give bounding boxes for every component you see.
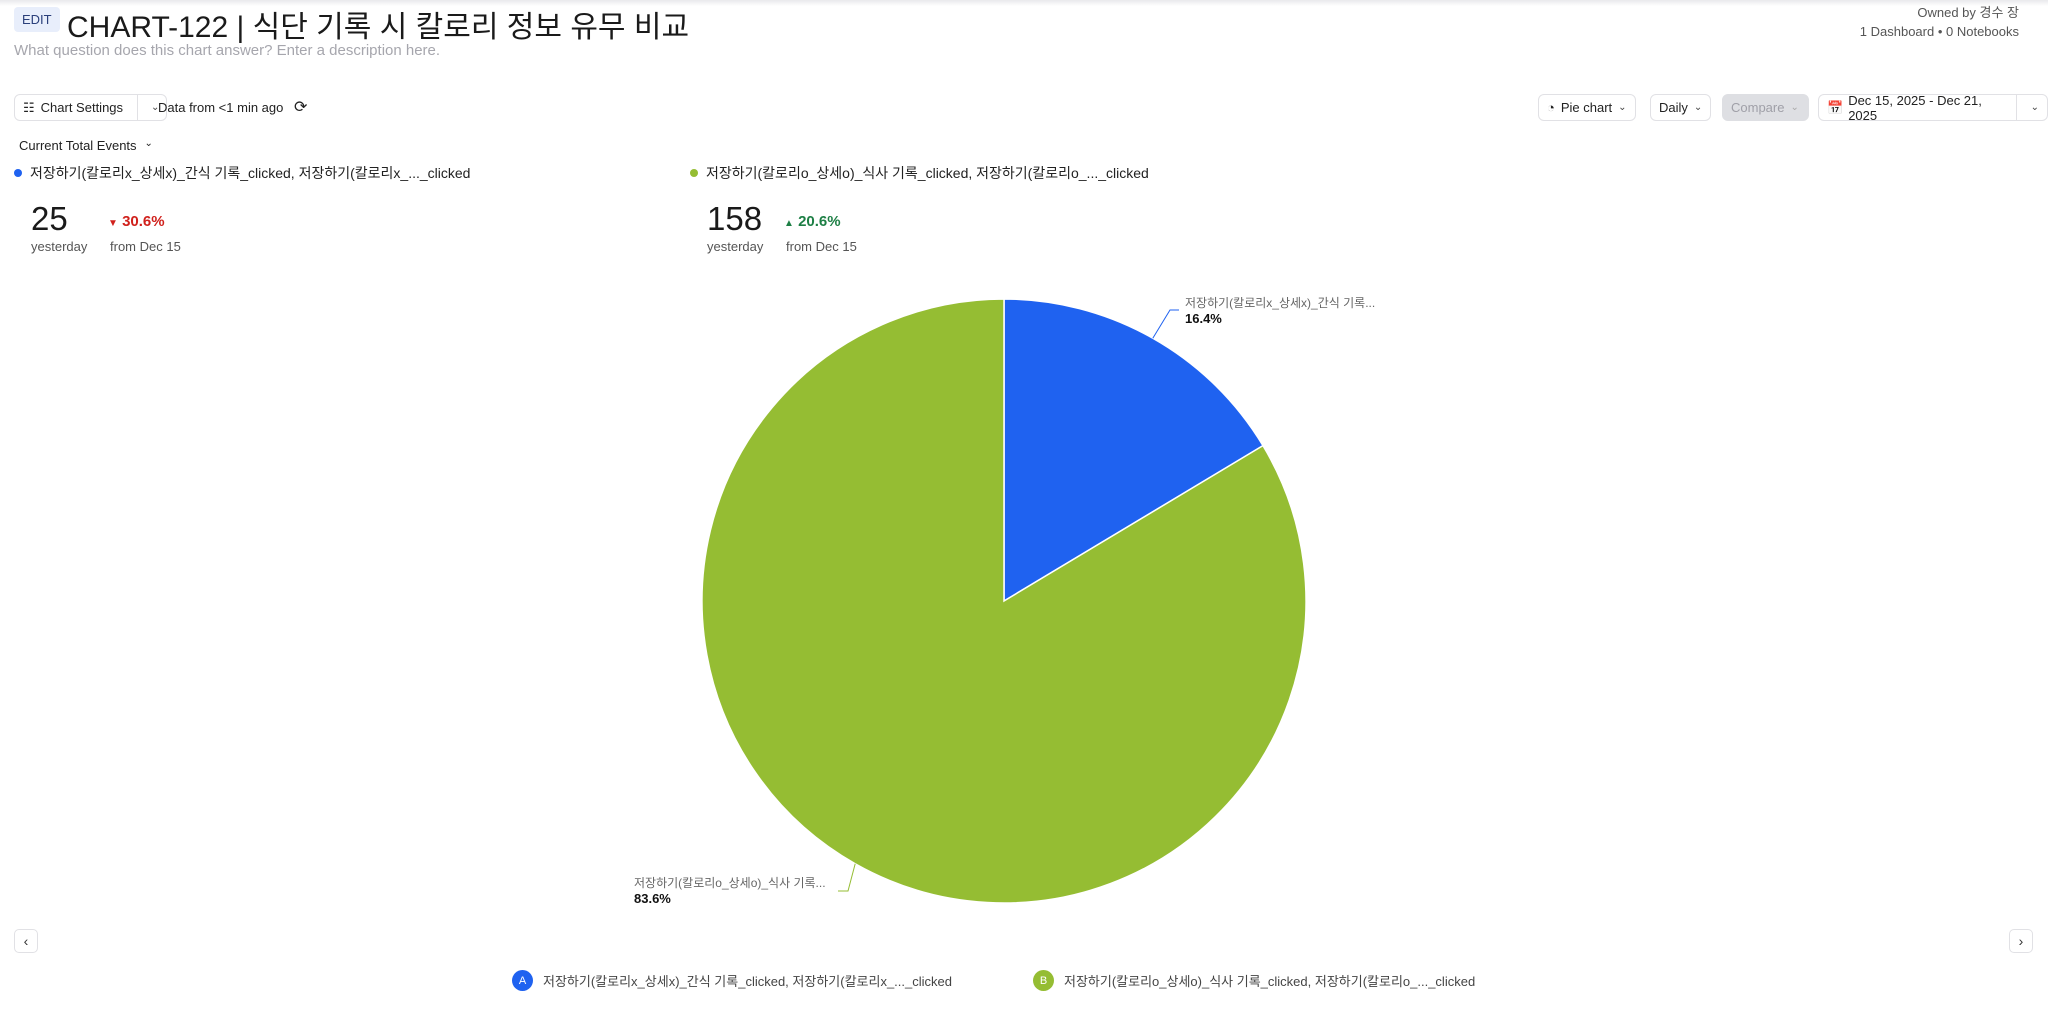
- metric-label: Current Total Events: [19, 138, 137, 153]
- pie-slice-0[interactable]: [1003, 298, 1264, 603]
- sliders-icon: ☷: [23, 99, 35, 115]
- series-a-caption: yesterday: [31, 239, 88, 254]
- caret-down-icon: ▼: [108, 218, 118, 229]
- interval-dropdown[interactable]: Daily ⌄: [1650, 94, 1712, 121]
- slice-b-label: 저장하기(칼로리o_상세o)_식사 기록... 83.6%: [634, 875, 826, 907]
- series-b-delta: ▲ 20.6%: [784, 213, 841, 230]
- legend-badge-b: B: [1033, 970, 1054, 991]
- interval-label: Daily: [1659, 100, 1688, 115]
- next-button[interactable]: ›: [2009, 929, 2033, 953]
- legend-label-b: 저장하기(칼로리o_상세o)_식사 기록_clicked, 저장하기(칼로리o_…: [1064, 974, 1476, 989]
- slice-a-name: 저장하기(칼로리x_상세x)_간식 기록...: [1185, 296, 1376, 310]
- leader-line-1: [838, 863, 856, 892]
- series-a-value: 25: [31, 200, 68, 237]
- date-range-picker[interactable]: 📅 Dec 15, 2025 - Dec 21, 2025 ⌄: [1818, 93, 2048, 123]
- chevron-down-icon: ⌄: [1618, 102, 1627, 113]
- compare-label: Compare: [1731, 100, 1785, 115]
- leader-line-0: [1152, 309, 1179, 339]
- series-b-dot: [690, 169, 698, 177]
- date-range-button[interactable]: 📅 Dec 15, 2025 - Dec 21, 2025: [1819, 93, 2010, 123]
- slice-a-label: 저장하기(칼로리x_상세x)_간식 기록... 16.4%: [1185, 295, 1375, 327]
- series-a-header: 저장하기(칼로리x_상세x)_간식 기록_clicked, 저장하기(칼로리x_…: [14, 163, 470, 183]
- chevron-down-icon: ⌄: [144, 138, 153, 149]
- calendar-icon: 📅: [1827, 99, 1844, 115]
- chart-settings-label: Chart Settings: [40, 100, 124, 115]
- series-b-value: 158: [707, 200, 763, 237]
- pie-chart-icon: ◔: [1547, 100, 1555, 115]
- series-a-delta-value: 30.6%: [122, 213, 165, 230]
- legend-item-b[interactable]: B 저장하기(칼로리o_상세o)_식사 기록_clicked, 저장하기(칼로리…: [1033, 970, 1475, 991]
- series-a-delta: ▼ 30.6%: [108, 213, 165, 230]
- legend-label-a: 저장하기(칼로리x_상세x)_간식 기록_clicked, 저장하기(칼로리x_…: [543, 974, 952, 989]
- chevron-down-icon[interactable]: ⌄: [151, 102, 160, 113]
- slice-b-name: 저장하기(칼로리o_상세o)_식사 기록...: [634, 876, 826, 890]
- slice-a-percent: 16.4%: [1185, 311, 1222, 326]
- series-b-caption: yesterday: [707, 239, 764, 254]
- slice-b-percent: 83.6%: [634, 891, 671, 906]
- date-range-label: Dec 15, 2025 - Dec 21, 2025: [1848, 92, 1982, 123]
- caret-up-icon: ▲: [784, 218, 794, 229]
- page-title[interactable]: CHART-122 | 식단 기록 시 칼로리 정보 유무 비교: [67, 11, 690, 44]
- prev-button[interactable]: ‹: [14, 929, 38, 953]
- usage-label[interactable]: 1 Dashboard • 0 Notebooks: [1859, 24, 2019, 39]
- top-shadow: [0, 0, 2048, 6]
- chart-type-dropdown[interactable]: ◔ Pie chart ⌄: [1538, 94, 1636, 121]
- refresh-icon[interactable]: ⟳: [294, 99, 308, 116]
- pie-slice-1[interactable]: [701, 298, 1307, 904]
- legend-item-a[interactable]: A 저장하기(칼로리x_상세x)_간식 기록_clicked, 저장하기(칼로리…: [512, 970, 952, 991]
- owner-label[interactable]: Owned by 경수 장: [1917, 5, 2019, 20]
- series-b-delta-value: 20.6%: [798, 213, 841, 230]
- series-b-header: 저장하기(칼로리o_상세o)_식사 기록_clicked, 저장하기(칼로리o_…: [690, 163, 1149, 183]
- chart-settings-group: ☷ Chart Settings ⌄: [14, 94, 168, 121]
- series-a-name: 저장하기(칼로리x_상세x)_간식 기록_clicked, 저장하기(칼로리x_…: [30, 165, 471, 181]
- series-a-dot: [14, 169, 22, 177]
- chevron-down-icon[interactable]: ⌄: [2030, 102, 2039, 113]
- data-freshness: Data from <1 min ago: [158, 100, 284, 115]
- divider: [2015, 95, 2017, 120]
- legend-badge-a: A: [512, 970, 533, 991]
- chart-settings-button[interactable]: ☷ Chart Settings: [15, 100, 131, 116]
- owner-info: Owned by 경수 장 1 Dashboard • 0 Notebooks: [1860, 3, 2019, 41]
- chart-type-label: Pie chart: [1560, 100, 1613, 115]
- series-b-delta-caption: from Dec 15: [786, 239, 857, 254]
- chevron-down-icon: ⌄: [1693, 102, 1703, 113]
- chevron-down-icon: ⌄: [1790, 102, 1799, 113]
- series-a-delta-caption: from Dec 15: [110, 239, 181, 254]
- metric-dropdown[interactable]: Current Total Events ⌄: [19, 138, 153, 153]
- divider: [137, 95, 139, 120]
- compare-dropdown[interactable]: Compare ⌄: [1722, 94, 1809, 121]
- edit-button[interactable]: EDIT: [14, 7, 60, 32]
- description-input[interactable]: What question does this chart answer? En…: [14, 42, 441, 59]
- series-b-name: 저장하기(칼로리o_상세o)_식사 기록_clicked, 저장하기(칼로리o_…: [706, 165, 1149, 181]
